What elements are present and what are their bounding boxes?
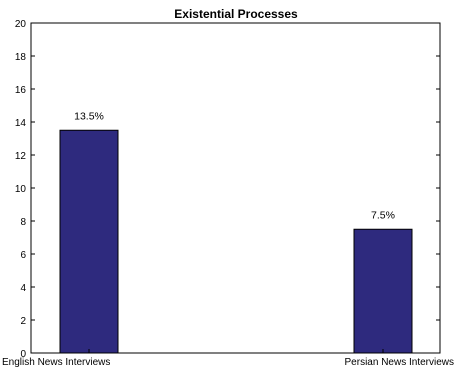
y-axis: 0 2 4 6 8 10 12 14 16 18 20 <box>15 19 440 360</box>
bar-value-label: 13.5% <box>74 110 104 122</box>
y-tick-label: 20 <box>15 19 27 30</box>
y-tick-label: 16 <box>15 85 27 96</box>
y-tick-label: 2 <box>20 316 26 327</box>
bar-series: 13.5% 7.5% <box>59 110 413 354</box>
y-tick-label: 14 <box>15 118 27 129</box>
bar-value-label: 7.5% <box>371 209 395 221</box>
y-tick-label: 12 <box>15 151 27 162</box>
x-axis: English News Interviews Persian News Inte… <box>2 349 454 368</box>
bar <box>353 228 413 354</box>
bar <box>59 129 119 354</box>
x-tick-label: English News Interviews <box>2 357 110 368</box>
chart-title: Existential Processes <box>174 7 298 21</box>
y-tick-label: 10 <box>15 184 27 195</box>
y-tick-label: 18 <box>15 52 27 63</box>
y-tick-label: 4 <box>20 283 26 294</box>
x-tick-label: Persian News Interviews <box>345 357 454 368</box>
y-tick-label: 8 <box>20 217 26 228</box>
y-tick-label: 6 <box>20 250 26 261</box>
y-tick-label: 0 <box>20 349 26 360</box>
